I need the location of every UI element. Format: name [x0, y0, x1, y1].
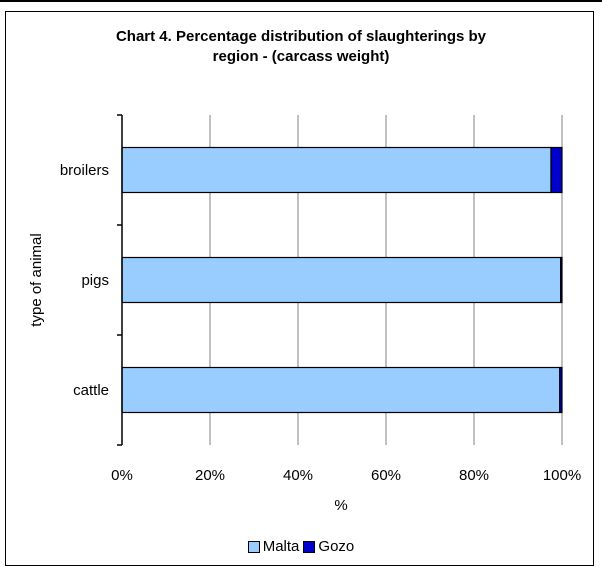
x-tick-label: 0%	[111, 467, 133, 484]
y-category-label: pigs	[81, 272, 109, 289]
legend: Malta Gozo	[0, 538, 602, 555]
chart-title-line-2: region - (carcass weight)	[212, 48, 390, 65]
chart-title: Chart 4. Percentage distribution of slau…	[60, 27, 542, 67]
legend-label-malta: Malta	[262, 538, 300, 555]
y-category-label: cattle	[73, 382, 109, 399]
legend-item-gozo: Gozo	[303, 538, 354, 555]
bar-malta-cattle	[121, 366, 561, 414]
legend-item-malta: Malta	[247, 538, 300, 555]
x-axis-title: %	[334, 497, 347, 514]
bar-gozo-cattle	[559, 366, 563, 414]
legend-label-gozo: Gozo	[318, 538, 355, 555]
x-tick-label: 40%	[283, 467, 313, 484]
axis-labels: % type of animal 0% 20% 40% 60% 80% 100% broil…	[28, 162, 581, 514]
bar-gozo-broilers	[550, 146, 563, 194]
chart-title-line-1: Chart 4. Percentage distribution of slau…	[115, 28, 487, 45]
axes	[117, 114, 123, 446]
bar-malta-pigs	[121, 256, 562, 304]
y-axis-title: type of animal	[28, 233, 45, 326]
legend-swatch-malta	[247, 540, 260, 553]
x-tick-label: 100%	[543, 467, 581, 484]
x-tick-label: 80%	[459, 467, 489, 484]
legend-swatch-gozo	[303, 540, 316, 553]
x-tick-label: 20%	[195, 467, 225, 484]
bar-malta-broilers	[121, 146, 552, 194]
bar-series	[121, 146, 563, 414]
x-tick-label: 60%	[371, 467, 401, 484]
bar-gozo-pigs	[560, 256, 563, 304]
top-rule	[0, 0, 602, 2]
y-category-label: broilers	[60, 162, 109, 179]
